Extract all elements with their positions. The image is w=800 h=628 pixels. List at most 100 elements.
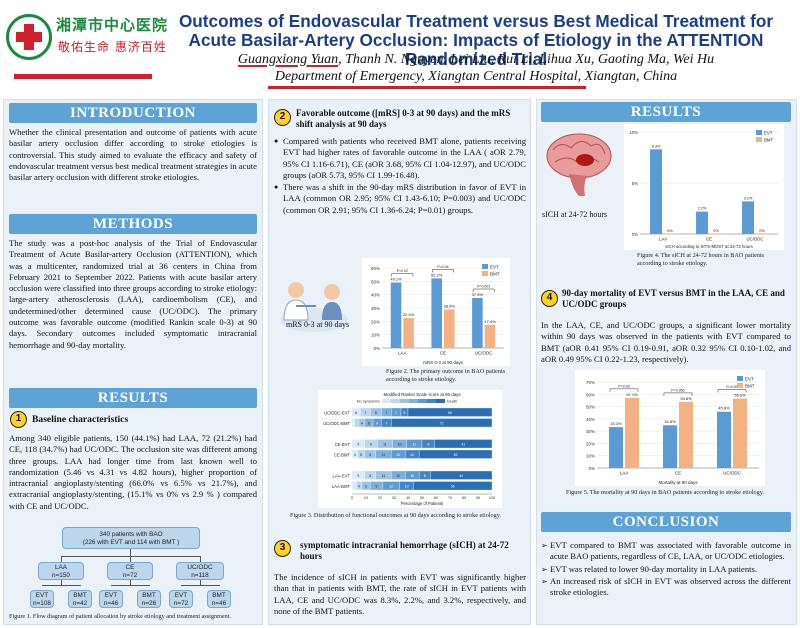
- segment-label: 11: [383, 443, 387, 447]
- legend-scale-swatch: [418, 399, 427, 403]
- segment-label: 10: [405, 485, 409, 489]
- legend-label: EVT: [490, 265, 499, 270]
- conclusion-item: An increased risk of sICH in EVT was obs…: [541, 576, 791, 599]
- legend-swatch: [482, 264, 488, 269]
- x-axis-label: Mortality at 90 days: [658, 480, 698, 485]
- flow-connector: [130, 580, 131, 585]
- bar-evt: [390, 282, 402, 348]
- row-label: CE-EVT: [335, 442, 351, 447]
- figure3-chart-frame: Modified Rankin Scale score at 90 days No…: [318, 390, 502, 508]
- y-tick-label: 10%: [371, 333, 380, 338]
- legend-label: BMT: [490, 272, 500, 277]
- legend-swatch: [756, 137, 762, 142]
- bar-bmt: [733, 398, 748, 468]
- flow-arm-n: n=108: [33, 600, 51, 607]
- segment-label: 10: [396, 453, 400, 457]
- legend-label: BMT: [764, 138, 773, 143]
- y-tick-label: 10%: [629, 130, 638, 135]
- segment-label: 9: [357, 474, 359, 478]
- legend-swatch: [737, 383, 743, 388]
- x-tick-label: LAA: [620, 471, 629, 476]
- y-tick-label: 0%: [588, 466, 595, 471]
- section-number-2: 2: [274, 109, 291, 126]
- segment-label: 60: [448, 411, 452, 415]
- x-tick-label: 50: [420, 496, 424, 500]
- data-label: 57.1%: [626, 392, 638, 397]
- illustration-label: mRS 0-3 at 90 days: [286, 320, 350, 329]
- figure4-chart-frame: 0% 5% 10% 8.3% 0% LAA 2.2% 0% CE 3.2% 0% UC/ODC sICH…: [624, 124, 784, 250]
- legend-end: Death: [447, 400, 457, 404]
- legend-scale-swatch: [382, 399, 391, 403]
- segment-label: 9: [376, 485, 378, 489]
- bar-bmt: [444, 309, 455, 348]
- significance-bracket: [717, 389, 747, 393]
- segment-label: 9: [357, 443, 359, 447]
- bar-evt: [650, 149, 662, 234]
- legend-label: EVT: [745, 377, 754, 382]
- favorable-outcome-bullets: Compared with patients who received BMT …: [274, 136, 526, 217]
- x-tick-label: 0: [351, 496, 353, 500]
- figure2-chart-frame: 0% 10% 20% 30% 40% 50% 60% 49.1% 22.4% LAA P=0.02 5…: [362, 258, 510, 366]
- row-label: LAA-BMT: [332, 484, 351, 489]
- flow-top-line1: 340 patients with BAO: [99, 531, 163, 538]
- data-label: 0%: [759, 229, 765, 233]
- figure5-chart-frame: 0% 10% 20% 30% 40% 50% 60% 70% 33.3% 57.1% LAA P=0.…: [575, 370, 765, 486]
- hospital-logo: 湘潭市中心医院 敬佑生命 惠济百姓: [4, 8, 167, 72]
- bar-bmt: [403, 318, 414, 348]
- segment-label: 8: [375, 411, 377, 415]
- stacked-segment: [354, 418, 360, 428]
- p-value-label: P=0.02: [397, 269, 408, 273]
- segment-label: 9: [370, 443, 372, 447]
- data-label: 22.4%: [403, 312, 415, 317]
- x-tick-label: 40: [406, 496, 410, 500]
- results-heading-right: RESULTS: [541, 102, 791, 122]
- data-label: 53.8%: [680, 396, 692, 401]
- legend-scale-swatch: [391, 399, 400, 403]
- bar-evt: [716, 411, 731, 468]
- chart-title: Modified Rankin Scale score at 90 days: [383, 392, 461, 397]
- flow-connector: [200, 580, 201, 585]
- p-value-label: P=0.001: [477, 285, 490, 289]
- significance-bracket: [432, 269, 454, 273]
- section-number-1: 1: [10, 411, 27, 428]
- data-label: 37.5%: [472, 292, 484, 297]
- x-axis-label: Percentage of Patients: [401, 501, 443, 506]
- legend-swatch: [737, 376, 743, 381]
- author-block: Guangxiong Yuan, Thanh N. Nguyen, Lei Li…: [156, 51, 796, 85]
- x-tick-label: 60: [434, 496, 438, 500]
- methods-text: The study was a post-hoc analysis of the…: [9, 238, 257, 350]
- x-tick-label: 90: [476, 496, 480, 500]
- conclusion-item: EVT compared to BMT was associated with …: [541, 540, 791, 563]
- segment-label: 52: [454, 453, 458, 457]
- baseline-text: Among 340 eligible patients, 150 (44.1%)…: [9, 433, 257, 511]
- x-tick-label: 100: [489, 496, 495, 500]
- data-label: 17.4%: [484, 319, 496, 324]
- affiliation-location: , Xiangtan, China: [577, 69, 678, 84]
- y-tick-label: 60%: [586, 392, 595, 397]
- flow-top-line2: (226 with EVT and 114 with BMT ): [82, 539, 180, 546]
- x-tick-label: 70: [448, 496, 452, 500]
- hospital-name-cn: 湘潭市中心医院: [56, 16, 169, 34]
- conclusion-item: EVT was related to lower 90-day mortalit…: [541, 564, 791, 576]
- stacked-segment: [413, 481, 493, 491]
- y-tick-label: 0%: [632, 232, 638, 237]
- bar-bmt: [484, 324, 496, 348]
- y-tick-label: 60%: [371, 266, 380, 271]
- conclusion-bullets: EVT compared to BMT was associated with …: [541, 540, 791, 599]
- bar-evt: [472, 298, 483, 348]
- data-label: 45.8%: [718, 406, 730, 411]
- legend-scale-swatch: [427, 399, 436, 403]
- flow-group-ce: CE n=72: [107, 562, 153, 580]
- data-label: 0%: [667, 229, 673, 233]
- segment-label: 8: [369, 474, 371, 478]
- first-author: Guangxiong Yuan: [237, 52, 339, 67]
- segment-label: 7: [395, 411, 397, 415]
- legend-swatch: [482, 271, 488, 276]
- flow-arm-n: n=46: [103, 600, 119, 607]
- x-tick-label: CE: [675, 471, 681, 476]
- bar-evt: [662, 425, 677, 468]
- bar-evt: [742, 201, 754, 234]
- flow-ucodc-bmt: BMT n=46: [207, 590, 231, 608]
- segment-label: 4: [361, 422, 363, 426]
- flow-connector: [42, 585, 81, 586]
